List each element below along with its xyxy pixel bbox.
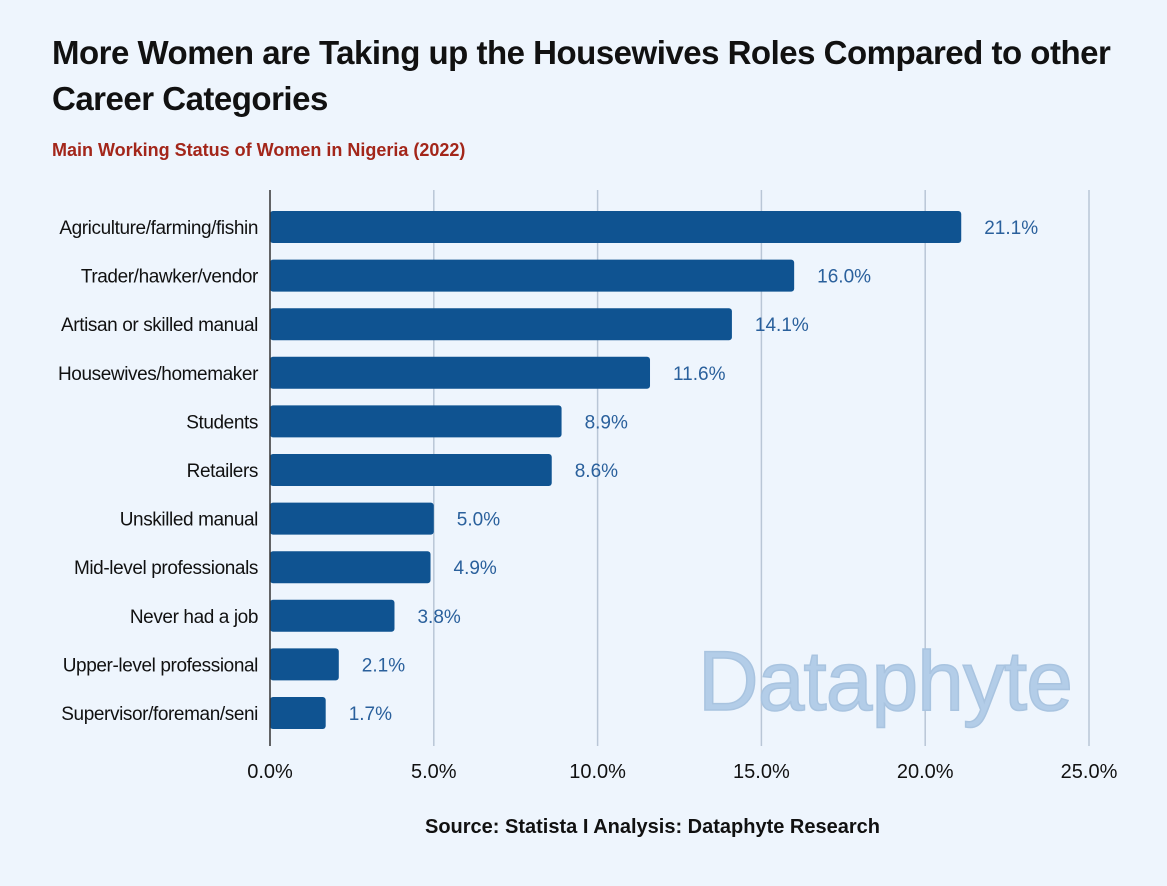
x-axis-ticks: 0.0% 5.0% 10.0% 15.0% 20.0% 25.0% (247, 761, 1117, 783)
x-tick-label: 25.0% (1061, 761, 1118, 783)
dataphyte-watermark: Dataphyte (698, 634, 1072, 728)
value-labels: 21.1% 16.0% 14.1% 11.6% 8.9% 8.6% 5.0% 4.9% 3.8%… (349, 218, 1039, 725)
bar (270, 356, 651, 389)
bar (270, 502, 434, 535)
x-tick-label: 20.0% (897, 761, 954, 783)
value-label: 3.8% (417, 607, 460, 628)
bar (270, 551, 431, 584)
category-label: Trader/hawker/vendor (81, 267, 259, 288)
value-label: 8.9% (585, 412, 628, 433)
category-label: Unskilled manual (120, 510, 258, 531)
value-label: 5.0% (457, 510, 500, 531)
category-label: Students (186, 412, 258, 433)
chart-title: More Women are Taking up the Housewives … (52, 34, 1111, 117)
bar (270, 308, 732, 341)
bar (270, 454, 552, 486)
category-label: Artisan or skilled manual (61, 315, 258, 336)
category-label: Mid-level professionals (74, 558, 258, 579)
value-label: 21.1% (984, 218, 1038, 239)
category-labels: Agriculture/farming/fishin Trader/hawker/… (58, 218, 259, 725)
bar (270, 599, 395, 632)
value-label: 14.1% (755, 315, 809, 336)
x-tick-label: 10.0% (569, 761, 626, 783)
value-label: 8.6% (575, 461, 618, 482)
bar-chart: Dataphyte Agriculture/farming/fishin Trad… (58, 190, 1118, 783)
bar (270, 259, 795, 292)
category-label: Upper-level professional (63, 655, 258, 676)
category-label: Retailers (187, 461, 258, 482)
value-label: 16.0% (817, 267, 871, 288)
category-label: Never had a job (130, 607, 258, 628)
source-note: Source: Statista I Analysis: Dataphyte R… (425, 816, 880, 838)
chart-subtitle: Main Working Status of Women in Nigeria … (52, 140, 466, 160)
value-label: 4.9% (454, 558, 497, 579)
category-label: Agriculture/farming/fishin (59, 218, 258, 239)
bar (270, 697, 326, 729)
x-tick-label: 5.0% (411, 761, 457, 783)
bar (270, 405, 562, 438)
value-label: 11.6% (673, 364, 726, 385)
value-label: 2.1% (362, 655, 405, 676)
bar (270, 648, 339, 681)
category-label: Housewives/homemaker (58, 364, 259, 385)
bar (270, 211, 962, 243)
x-tick-label: 15.0% (733, 761, 790, 783)
value-label: 1.7% (349, 704, 392, 725)
x-tick-label: 0.0% (247, 761, 293, 783)
bars (270, 211, 962, 729)
category-label: Supervisor/foreman/seni (61, 704, 258, 725)
